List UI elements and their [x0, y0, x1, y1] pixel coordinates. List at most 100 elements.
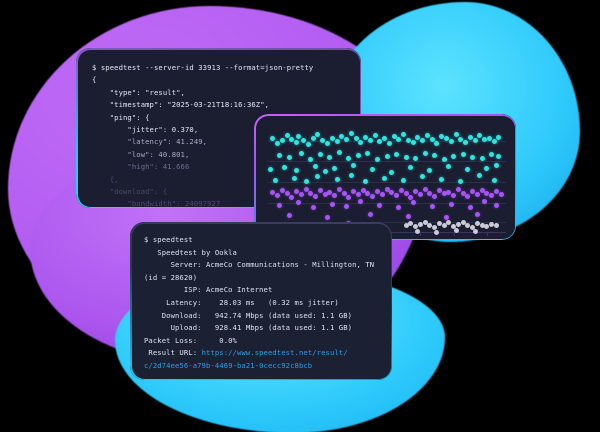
- chart-dot-download-33: [424, 132, 430, 138]
- chart-dot-upload-55: [377, 202, 383, 208]
- chart-dot-download-68: [460, 151, 466, 157]
- chart-dot-download-65: [432, 152, 438, 158]
- chart-dot-download-56: [346, 155, 352, 161]
- chart-dot-download-43: [472, 138, 478, 144]
- chart-dot-download-14: [334, 139, 340, 145]
- chart-dot-download-99: [458, 178, 464, 184]
- chart-dot-download-53: [317, 151, 323, 157]
- chart-dot-latency-19: [493, 223, 499, 229]
- result-line-1: (id = 28620): [144, 272, 198, 282]
- chart-dot-upload-58: [429, 203, 435, 209]
- result-command: $ speedtest: [144, 235, 193, 244]
- chart-dot-download-8: [305, 142, 311, 148]
- chart-dot-latency-23: [472, 228, 478, 234]
- chart-dot-download-62: [403, 154, 409, 160]
- chart-dot-upload-38: [451, 193, 457, 199]
- chart-dot-download-21: [367, 138, 373, 144]
- chart-dot-download-57: [355, 152, 361, 158]
- chart-dot-download-75: [294, 168, 300, 174]
- chart-dot-upload-23: [379, 192, 385, 198]
- chart-dot-download-47: [491, 139, 497, 145]
- chart-dot-download-78: [332, 166, 338, 172]
- chart-dot-download-83: [427, 168, 433, 174]
- result-line-5: Upload: 928.41 Mbps (data used: 1.1 GB): [144, 323, 353, 333]
- chart-dot-download-59: [374, 156, 380, 162]
- chart-dot-download-73: [267, 167, 273, 173]
- chart-dot-upload-50: [296, 200, 302, 206]
- chart-dot-download-2: [279, 138, 285, 144]
- chart-dot-upload-68: [474, 211, 480, 217]
- chart-dot-download-85: [465, 167, 471, 173]
- result-line-0: Server: AcmeCo Communications - Millingt…: [144, 260, 375, 270]
- chart-dot-download-67: [451, 153, 457, 159]
- result-url-link[interactable]: https://www.speedtest.net/result/: [201, 348, 348, 358]
- chart-dot-upload-62: [493, 202, 499, 208]
- chart-dot-download-38: [448, 139, 454, 145]
- chart-gridline-3: [268, 202, 506, 204]
- chart-dot-download-72: [496, 153, 502, 159]
- json-line-3: "timestamp": "2025-03-21T18:16:36Z",: [92, 100, 270, 110]
- chart-dot-download-101: [491, 177, 497, 183]
- chart-dot-upload-63: [286, 212, 292, 218]
- chart-dot-download-79: [351, 163, 357, 169]
- chart-dot-upload-49: [277, 202, 283, 208]
- json-line-0: $ speedtest --server-id 33913 --format=j…: [92, 63, 314, 72]
- speedtest-result-card: $ speedtest Speedtest by Ookla Server: A…: [130, 222, 392, 380]
- chart-dot-upload-56: [396, 204, 402, 210]
- chart-dot-upload-27: [398, 187, 404, 193]
- chart-dot-upload-64: [325, 215, 330, 221]
- chart-dot-upload-10: [317, 187, 323, 193]
- chart-dot-download-35: [434, 141, 440, 147]
- chart-dot-download-49: [277, 152, 283, 158]
- chart-dot-download-19: [358, 140, 364, 146]
- chart-dot-download-98: [439, 176, 445, 182]
- result-url-line: Result URL: https://www.speedtest.net/re…: [144, 347, 384, 360]
- chart-dot-download-9: [310, 135, 316, 141]
- chart-dot-upload-31: [417, 192, 423, 198]
- chart-dot-download-81: [389, 170, 395, 176]
- chart-dot-download-63: [413, 155, 419, 161]
- chart-dot-upload-13: [332, 193, 338, 199]
- chart-dot-download-1: [275, 141, 281, 147]
- chart-dot-latency-22: [453, 227, 459, 233]
- chart-dot-upload-53: [344, 203, 350, 209]
- chart-dot-download-5: [294, 140, 300, 146]
- chart-dot-upload-43: [474, 192, 480, 198]
- json-line-2: "type": "result",: [92, 87, 185, 97]
- chart-dot-download-51: [298, 150, 304, 156]
- result-url-label: Result URL:: [144, 348, 202, 358]
- chart-dot-download-70: [479, 155, 485, 161]
- chart-dot-upload-1: [275, 193, 281, 199]
- chart-dot-download-30: [410, 140, 416, 146]
- chart-dot-upload-60: [467, 204, 473, 210]
- result-output-text: $ speedtest Speedtest by Ookla Server: A…: [144, 234, 384, 373]
- chart-dot-download-95: [382, 175, 388, 181]
- chart-dot-upload-16: [346, 195, 352, 201]
- chart-dot-download-32: [420, 138, 426, 144]
- chart-dot-download-86: [484, 166, 490, 172]
- chart-dot-upload-34: [432, 194, 438, 200]
- chart-dot-download-69: [470, 154, 476, 160]
- chart-dot-download-71: [489, 151, 495, 157]
- chart-dot-upload-26: [394, 193, 400, 199]
- result-brand: Speedtest by Ookla: [144, 247, 237, 257]
- result-url-link-cont[interactable]: c/2d74ee56-a79b-4469-ba21-0cecc92c8bcb: [144, 360, 313, 370]
- chart-dot-download-100: [477, 173, 483, 179]
- chart-dot-download-41: [463, 140, 469, 146]
- result-line-6: Packet Loss: 0.0%: [144, 335, 237, 345]
- chart-dot-download-48: [496, 134, 502, 140]
- chart-dot-download-87: [493, 163, 499, 169]
- chart-dot-upload-14: [336, 186, 342, 192]
- chart-dot-download-77: [322, 169, 328, 175]
- chart-dot-download-64: [422, 150, 428, 156]
- chart-dot-download-61: [394, 151, 400, 157]
- chart-dot-download-13: [329, 135, 335, 141]
- result-line-4: Download: 942.74 Mbps (data used: 1.1 GB…: [144, 310, 353, 320]
- chart-dot-download-93: [348, 173, 354, 179]
- chart-x-tick-6: [486, 232, 488, 236]
- chart-dot-upload-46: [489, 193, 495, 199]
- chart-dot-download-54: [327, 154, 333, 160]
- chart-dot-upload-65: [367, 211, 373, 217]
- chart-dot-download-90: [303, 178, 309, 184]
